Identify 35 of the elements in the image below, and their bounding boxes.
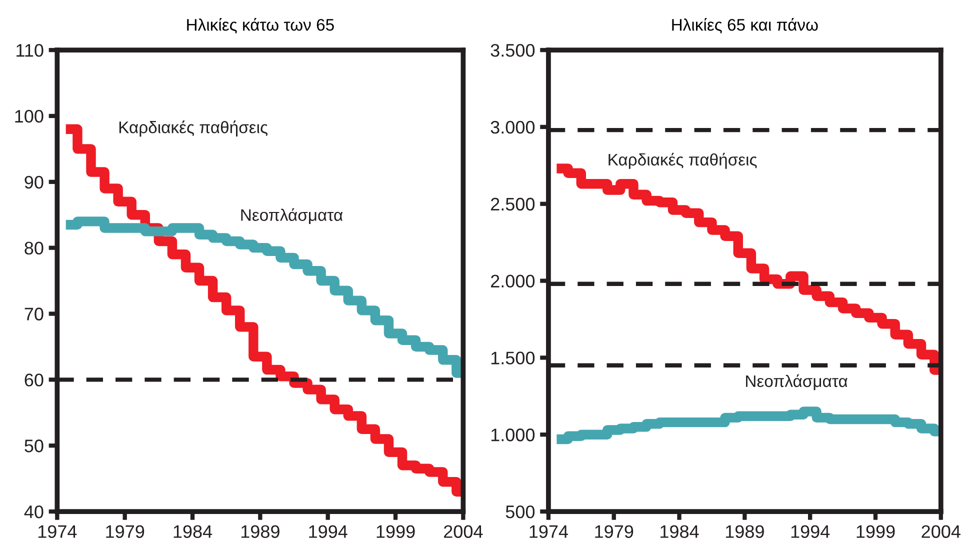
y-tick-label: 2.500: [490, 198, 535, 211]
y-tick-label: 50: [24, 440, 44, 452]
x-tick-label: 1984: [174, 525, 212, 538]
x-tick-label: 1984: [660, 525, 699, 538]
x-tick-label: 1994: [791, 525, 830, 538]
x-tick-label: 1999: [376, 525, 415, 538]
x-tick-label: 1999: [856, 525, 895, 538]
series-label: Νεοπλάσματα: [241, 208, 343, 224]
x-tick-label: 2004: [444, 525, 483, 538]
y-tick-label: 500: [506, 505, 535, 518]
chart-title: Ηλικίες 65 και πάνω: [672, 18, 818, 34]
y-tick-label: 3.000: [490, 120, 535, 134]
y-tick-label: 3.500: [490, 44, 535, 57]
y-tick-label: 80: [24, 242, 44, 255]
series-label: Καρδιακές παθήσεις: [608, 152, 757, 169]
x-tick-label: 1974: [530, 525, 568, 538]
x-tick-label: 2004: [922, 525, 960, 538]
y-tick-label: 110: [16, 44, 44, 57]
y-tick-label: 60: [24, 374, 44, 386]
x-tick-label: 1979: [106, 525, 144, 538]
x-tick-label: 1974: [38, 525, 77, 538]
y-tick-label: 40: [24, 505, 44, 518]
x-tick-label: 1994: [309, 525, 348, 538]
y-tick-label: 90: [24, 176, 44, 189]
series-label: Νεοπλάσματα: [746, 374, 848, 390]
x-tick-label: 1979: [595, 525, 634, 538]
chart-title: Ηλικίες κάτω των 65: [187, 18, 334, 34]
y-tick-label: 100: [15, 110, 44, 123]
series-label: Καρδιακές παθήσεις: [119, 120, 268, 137]
y-tick-label: 1.000: [491, 428, 535, 442]
y-tick-label: 1.500: [491, 352, 535, 364]
x-tick-label: 1989: [241, 525, 280, 538]
x-tick-label: 1989: [726, 525, 764, 538]
y-tick-label: 2.000: [490, 274, 535, 288]
y-tick-label: 70: [24, 308, 44, 320]
